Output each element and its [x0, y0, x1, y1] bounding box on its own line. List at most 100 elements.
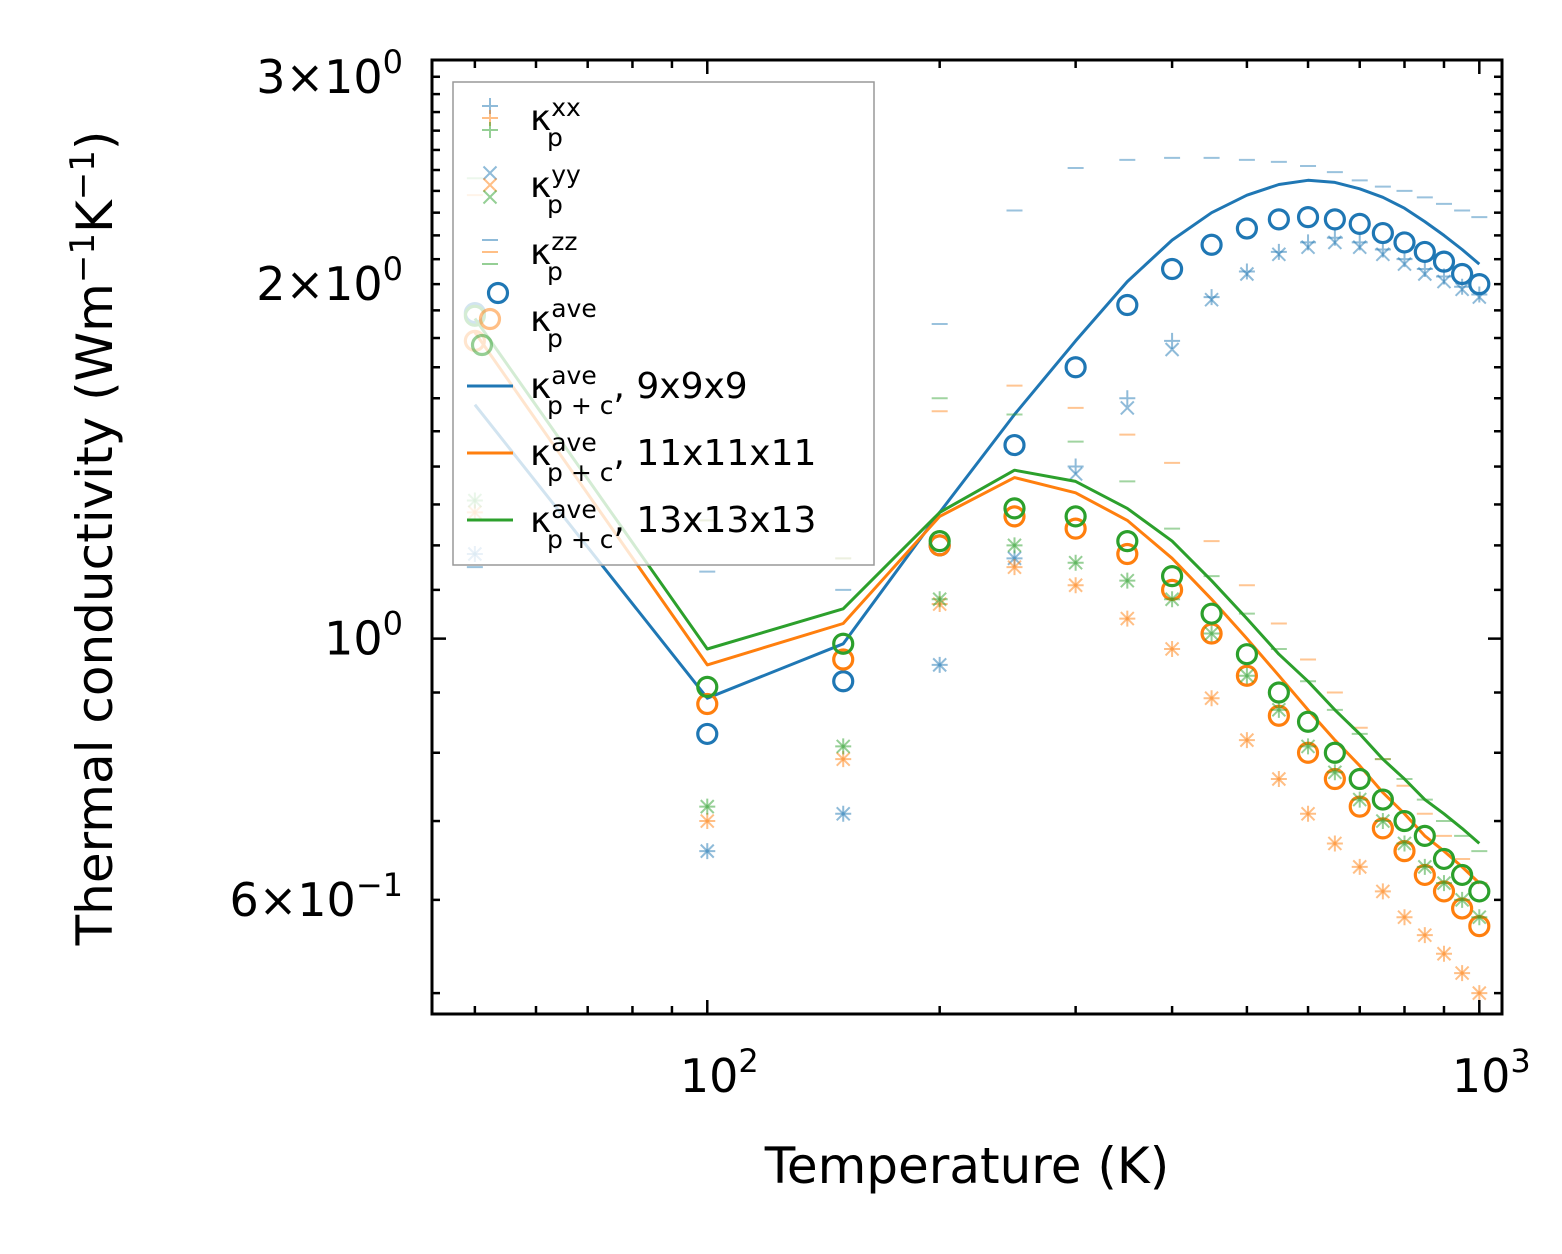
point-kyy-11x11x11	[700, 813, 715, 829]
point-kxx-9x9x9	[1119, 390, 1136, 407]
point-kyy-9x9x9	[1271, 247, 1287, 262]
point-kyy-9x9x9	[700, 843, 715, 859]
legend: κxx p κyy p κzz p κave p κave p + c, 9x9x9 κave p +…	[452, 81, 875, 566]
legend-entry: κyy p	[482, 160, 581, 219]
point-kyy-13x13x13	[1375, 813, 1391, 829]
point-kave-13x13x13	[1160, 565, 1184, 588]
point-kave-9x9x9	[1200, 233, 1223, 256]
point-kyy-11x11x11	[1204, 691, 1219, 706]
legend-entry: κave p + c, 13x13x13	[467, 495, 816, 554]
point-kave-9x9x9	[1160, 257, 1184, 281]
point-kyy-13x13x13	[836, 739, 851, 754]
point-kave-9x9x9	[1432, 250, 1456, 273]
point-kyy-13x13x13	[1120, 573, 1135, 588]
point-kyy-11x11x11	[836, 751, 851, 767]
point-kave-13x13x13	[1064, 505, 1087, 528]
point-kave-9x9x9	[1323, 208, 1346, 231]
point-kave-13x13x13	[1323, 741, 1346, 764]
point-kyy-11x11x11	[1120, 611, 1135, 626]
point-kyy-11x11x11	[1352, 859, 1367, 875]
legend-marker-swatch	[482, 177, 498, 193]
point-kave-9x9x9	[696, 722, 719, 746]
x-tick-label: 102	[680, 1042, 759, 1103]
y-axis-label-exp1: −1	[63, 233, 103, 283]
point-kave-11x11x11	[1116, 542, 1139, 566]
legend-label: κave p	[530, 294, 597, 353]
line-kpc-9x9x9	[473, 178, 1481, 700]
point-kyy-9x9x9	[1417, 266, 1433, 282]
point-kave-13x13x13	[1296, 710, 1320, 733]
axes-layer	[430, 58, 1504, 1016]
point-kyy-11x11x11	[1397, 910, 1412, 925]
legend-box	[452, 81, 875, 566]
point-kyy-13x13x13	[1068, 555, 1083, 570]
point-kave-13x13x13	[1413, 824, 1436, 847]
y-tick-label: 3×100	[256, 43, 403, 104]
point-kave-13x13x13	[832, 632, 855, 655]
point-kave-11x11x11	[696, 692, 719, 716]
point-kyy-9x9x9	[1352, 239, 1367, 255]
point-kave-9x9x9	[1296, 206, 1320, 229]
point-kyy-9x9x9	[1300, 239, 1316, 255]
point-kyy-11x11x11	[1436, 946, 1452, 961]
y-axis-label-close: )	[66, 131, 124, 151]
point-kave-9x9x9	[1348, 212, 1371, 235]
y-axis-label: Thermal conductivity (Wm−1K−1)	[63, 131, 124, 947]
point-kyy-9x9x9	[1068, 466, 1083, 482]
point-kave-9x9x9	[1116, 293, 1139, 317]
point-kave-13x13x13	[1003, 497, 1026, 520]
point-kave-9x9x9	[1003, 433, 1026, 457]
y-tick-label: 2×100	[256, 250, 403, 311]
point-kave-13x13x13	[1116, 530, 1139, 553]
point-kyy-9x9x9	[1327, 235, 1343, 250]
point-kyy-11x11x11	[1068, 578, 1083, 593]
point-kave-9x9x9	[1413, 240, 1436, 264]
point-kyy-9x9x9	[836, 806, 851, 821]
point-kyy-11x11x11	[1271, 771, 1287, 787]
legend-marker-swatch	[478, 307, 502, 331]
legend-entry: κxx p	[482, 93, 581, 152]
point-kyy-9x9x9	[1375, 247, 1391, 262]
legend-entry: κave p	[470, 281, 597, 357]
y-axis-label-k: K	[66, 199, 124, 233]
point-kyy-9x9x9	[1239, 266, 1255, 282]
point-kxx-9x9x9	[1067, 458, 1084, 475]
y-axis-label-exp2: −1	[63, 150, 103, 200]
series-13x13x13	[463, 177, 1491, 926]
point-kyy-9x9x9	[1436, 274, 1452, 289]
plot-frame	[430, 58, 1504, 1016]
point-kyy-11x11x11	[1239, 732, 1255, 748]
point-kyy-13x13x13	[1007, 538, 1022, 553]
legend-marker-swatch	[482, 165, 498, 181]
line-kpc-11x11x11	[473, 331, 1481, 885]
point-kave-13x13x13	[1451, 863, 1474, 887]
line-kpc-13x13x13	[473, 317, 1481, 845]
point-kave-13x13x13	[1200, 602, 1223, 625]
point-kyy-9x9x9	[1164, 342, 1180, 357]
point-kyy-11x11x11	[1007, 559, 1022, 575]
tick-labels: 102 103 3×100 2×100 100 6×10−1	[229, 43, 1530, 1103]
point-kyy-13x13x13	[1417, 859, 1433, 875]
point-kyy-13x13x13	[1271, 702, 1287, 718]
legend-marker-swatch	[470, 333, 494, 357]
y-tick-label: 6×10−1	[229, 866, 403, 927]
point-kave-13x13x13	[1468, 880, 1491, 903]
x-axis-label: Temperature (K)	[764, 1137, 1169, 1195]
point-kxx-9x9x9	[1238, 263, 1255, 280]
point-kyy-13x13x13	[1164, 592, 1180, 607]
point-kave-9x9x9	[1235, 217, 1259, 240]
legend-label: κzz p	[530, 227, 577, 286]
point-kyy-11x11x11	[1375, 884, 1391, 899]
point-kave-13x13x13	[696, 675, 719, 698]
point-kave-9x9x9	[1064, 356, 1087, 379]
point-kyy-9x9x9	[1204, 292, 1219, 307]
point-kyy-11x11x11	[1472, 985, 1487, 1001]
point-kyy-11x11x11	[1164, 641, 1180, 657]
point-kyy-13x13x13	[1472, 910, 1487, 925]
point-kyy-9x9x9	[932, 657, 947, 673]
point-kave-11x11x11	[1235, 664, 1259, 687]
point-kave-9x9x9	[1393, 231, 1416, 254]
point-kyy-13x13x13	[1300, 739, 1316, 754]
legend-entry: κave p + c, 9x9x9	[467, 361, 748, 420]
y-tick-label: 100	[324, 605, 403, 666]
